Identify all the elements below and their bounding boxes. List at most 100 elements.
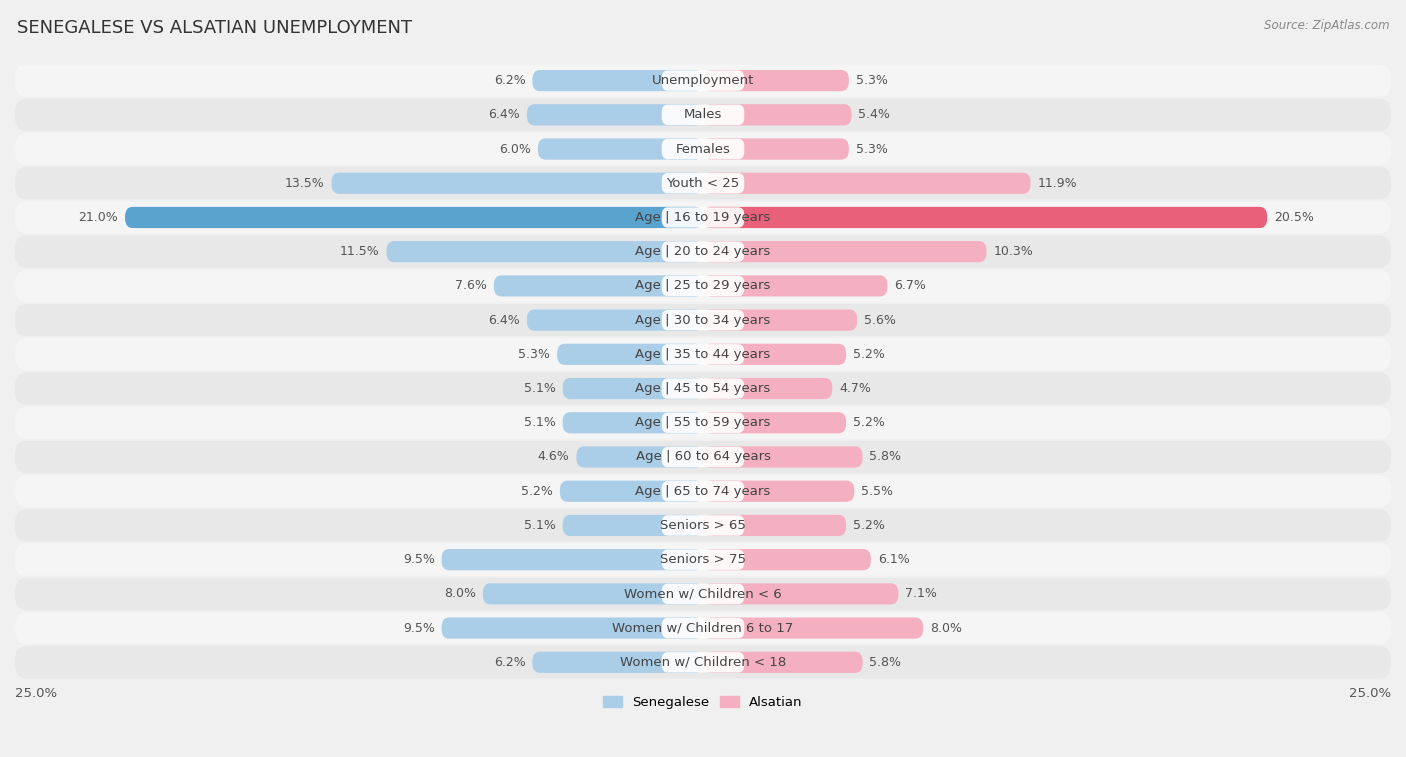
Text: 13.5%: 13.5%: [285, 176, 325, 190]
FancyBboxPatch shape: [441, 549, 703, 570]
FancyBboxPatch shape: [662, 550, 744, 570]
FancyBboxPatch shape: [703, 652, 863, 673]
Text: Youth < 25: Youth < 25: [666, 176, 740, 190]
FancyBboxPatch shape: [15, 304, 1391, 336]
Text: 6.4%: 6.4%: [488, 313, 520, 326]
FancyBboxPatch shape: [332, 173, 703, 194]
Text: 5.8%: 5.8%: [869, 450, 901, 463]
FancyBboxPatch shape: [441, 618, 703, 639]
FancyBboxPatch shape: [662, 447, 744, 467]
Text: Females: Females: [675, 142, 731, 155]
FancyBboxPatch shape: [557, 344, 703, 365]
FancyBboxPatch shape: [387, 241, 703, 262]
FancyBboxPatch shape: [125, 207, 703, 228]
FancyBboxPatch shape: [15, 201, 1391, 234]
FancyBboxPatch shape: [662, 104, 744, 125]
FancyBboxPatch shape: [703, 344, 846, 365]
Text: 6.2%: 6.2%: [494, 656, 526, 668]
FancyBboxPatch shape: [703, 412, 846, 433]
FancyBboxPatch shape: [662, 276, 744, 296]
FancyBboxPatch shape: [15, 133, 1391, 165]
Text: Age | 45 to 54 years: Age | 45 to 54 years: [636, 382, 770, 395]
FancyBboxPatch shape: [533, 70, 703, 91]
Text: 5.8%: 5.8%: [869, 656, 901, 668]
FancyBboxPatch shape: [562, 515, 703, 536]
Text: 7.1%: 7.1%: [905, 587, 938, 600]
Text: 8.0%: 8.0%: [444, 587, 477, 600]
Text: Age | 55 to 59 years: Age | 55 to 59 years: [636, 416, 770, 429]
Text: Source: ZipAtlas.com: Source: ZipAtlas.com: [1264, 19, 1389, 32]
FancyBboxPatch shape: [703, 378, 832, 399]
FancyBboxPatch shape: [15, 98, 1391, 131]
Text: SENEGALESE VS ALSATIAN UNEMPLOYMENT: SENEGALESE VS ALSATIAN UNEMPLOYMENT: [17, 19, 412, 37]
FancyBboxPatch shape: [662, 584, 744, 604]
Text: Women w/ Children < 18: Women w/ Children < 18: [620, 656, 786, 668]
FancyBboxPatch shape: [560, 481, 703, 502]
Text: Unemployment: Unemployment: [652, 74, 754, 87]
FancyBboxPatch shape: [15, 235, 1391, 268]
Text: 8.0%: 8.0%: [929, 621, 962, 634]
FancyBboxPatch shape: [15, 646, 1391, 678]
Text: 5.2%: 5.2%: [853, 347, 884, 361]
Text: 9.5%: 9.5%: [402, 553, 434, 566]
Text: 4.6%: 4.6%: [537, 450, 569, 463]
Text: 6.7%: 6.7%: [894, 279, 927, 292]
FancyBboxPatch shape: [703, 549, 870, 570]
FancyBboxPatch shape: [662, 173, 744, 194]
Text: 11.9%: 11.9%: [1038, 176, 1077, 190]
Text: 5.3%: 5.3%: [856, 142, 887, 155]
FancyBboxPatch shape: [533, 652, 703, 673]
FancyBboxPatch shape: [662, 310, 744, 330]
FancyBboxPatch shape: [15, 64, 1391, 97]
Text: 5.3%: 5.3%: [856, 74, 887, 87]
Text: Women w/ Children 6 to 17: Women w/ Children 6 to 17: [613, 621, 793, 634]
FancyBboxPatch shape: [15, 269, 1391, 302]
FancyBboxPatch shape: [703, 276, 887, 297]
FancyBboxPatch shape: [703, 70, 849, 91]
Text: 25.0%: 25.0%: [1348, 687, 1391, 700]
FancyBboxPatch shape: [662, 516, 744, 536]
FancyBboxPatch shape: [703, 481, 855, 502]
Text: 5.2%: 5.2%: [522, 484, 553, 497]
Text: Age | 60 to 64 years: Age | 60 to 64 years: [636, 450, 770, 463]
FancyBboxPatch shape: [662, 241, 744, 262]
FancyBboxPatch shape: [15, 578, 1391, 610]
Text: 6.0%: 6.0%: [499, 142, 531, 155]
Text: 4.7%: 4.7%: [839, 382, 872, 395]
FancyBboxPatch shape: [15, 475, 1391, 507]
FancyBboxPatch shape: [703, 207, 1267, 228]
FancyBboxPatch shape: [15, 612, 1391, 644]
Text: 20.5%: 20.5%: [1274, 211, 1315, 224]
Text: 5.1%: 5.1%: [524, 519, 555, 532]
FancyBboxPatch shape: [576, 447, 703, 468]
FancyBboxPatch shape: [15, 407, 1391, 439]
Text: 5.1%: 5.1%: [524, 382, 555, 395]
FancyBboxPatch shape: [703, 583, 898, 605]
Text: Age | 25 to 29 years: Age | 25 to 29 years: [636, 279, 770, 292]
Text: 5.3%: 5.3%: [519, 347, 550, 361]
FancyBboxPatch shape: [662, 207, 744, 228]
Text: Age | 16 to 19 years: Age | 16 to 19 years: [636, 211, 770, 224]
FancyBboxPatch shape: [494, 276, 703, 297]
FancyBboxPatch shape: [562, 378, 703, 399]
Text: 5.2%: 5.2%: [853, 519, 884, 532]
Text: 21.0%: 21.0%: [79, 211, 118, 224]
FancyBboxPatch shape: [15, 544, 1391, 576]
FancyBboxPatch shape: [662, 70, 744, 91]
FancyBboxPatch shape: [703, 104, 852, 126]
FancyBboxPatch shape: [15, 372, 1391, 405]
FancyBboxPatch shape: [662, 481, 744, 501]
FancyBboxPatch shape: [15, 509, 1391, 541]
Text: Age | 20 to 24 years: Age | 20 to 24 years: [636, 245, 770, 258]
Text: Age | 30 to 34 years: Age | 30 to 34 years: [636, 313, 770, 326]
Text: 9.5%: 9.5%: [402, 621, 434, 634]
Text: 7.6%: 7.6%: [456, 279, 486, 292]
FancyBboxPatch shape: [703, 173, 1031, 194]
Text: 5.2%: 5.2%: [853, 416, 884, 429]
FancyBboxPatch shape: [662, 139, 744, 159]
Text: 6.4%: 6.4%: [488, 108, 520, 121]
FancyBboxPatch shape: [662, 378, 744, 399]
FancyBboxPatch shape: [562, 412, 703, 433]
FancyBboxPatch shape: [482, 583, 703, 605]
FancyBboxPatch shape: [703, 447, 863, 468]
